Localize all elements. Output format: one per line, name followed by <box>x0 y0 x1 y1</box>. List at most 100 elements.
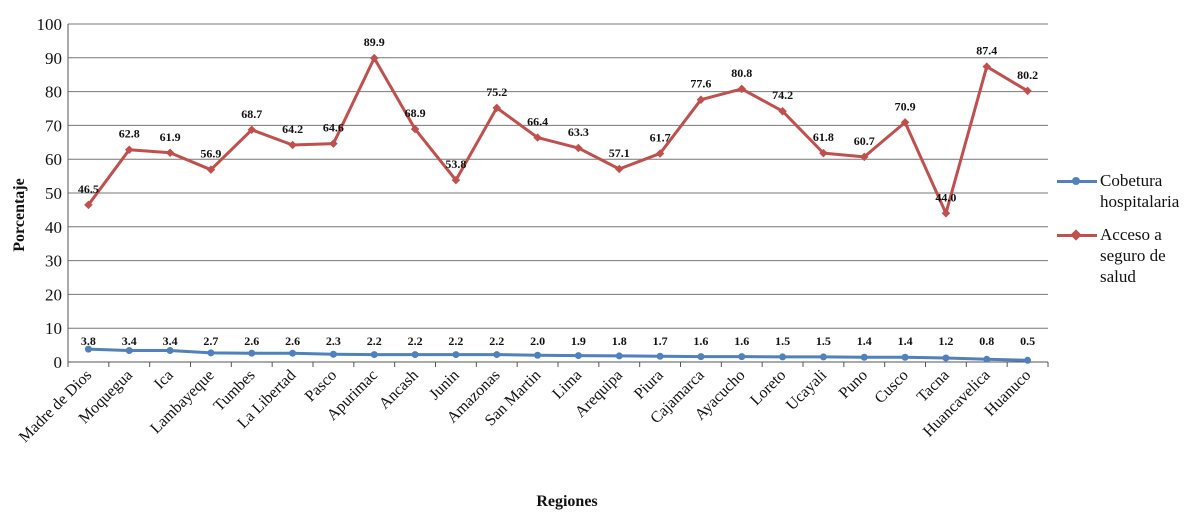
data-label: 1.6 <box>693 334 708 348</box>
data-point <box>738 353 746 361</box>
data-labels: 3.8 3.4 3.4 2.7 2.6 2.6 2.3 2.2 2.2 2.2 2.2 2.0 1.9 1… <box>78 35 1038 348</box>
data-point <box>656 352 664 360</box>
data-label: 60.7 <box>854 134 875 148</box>
data-label: 68.7 <box>241 107 262 121</box>
data-point <box>697 353 705 361</box>
data-label: 2.6 <box>285 334 300 348</box>
data-point <box>84 200 93 210</box>
data-point <box>410 124 420 134</box>
data-label: 80.2 <box>1017 68 1038 82</box>
data-label: 1.7 <box>653 334 668 348</box>
data-point <box>248 349 256 357</box>
x-axis-label: Regiones <box>536 493 597 510</box>
data-point <box>860 353 868 361</box>
x-tick-label: Piura <box>631 367 667 403</box>
data-label: 2.7 <box>203 334 218 348</box>
legend-label-line: seguro de <box>1100 246 1166 265</box>
legend: Cobetura hospitalaria Acceso a seguro de… <box>1055 170 1204 287</box>
data-label: 2.3 <box>326 334 341 348</box>
data-point <box>411 351 419 359</box>
data-point <box>207 349 215 357</box>
data-label: 61.8 <box>813 130 834 144</box>
data-label: 1.4 <box>898 334 913 348</box>
data-label: 89.9 <box>364 35 385 49</box>
legend-item-acceso: Acceso a seguro de salud <box>1055 224 1204 287</box>
data-point <box>288 140 297 150</box>
data-label: 1.8 <box>612 334 627 348</box>
legend-label-line: Acceso a <box>1100 225 1162 244</box>
y-tick-label: 70 <box>45 116 62 135</box>
data-label: 3.4 <box>122 334 137 348</box>
data-point <box>779 353 787 361</box>
legend-label-line: hospitalaria <box>1100 192 1180 211</box>
legend-marker-acceso <box>1070 229 1082 241</box>
data-point <box>370 53 379 63</box>
y-tick-label: 20 <box>45 285 62 304</box>
data-label: 56.9 <box>200 147 221 161</box>
data-label: 75.2 <box>486 85 507 99</box>
y-tick-label: 50 <box>45 184 62 203</box>
data-label: 3.4 <box>163 334 178 348</box>
x-tick-label: Cusco <box>872 367 912 407</box>
data-label: 77.6 <box>690 77 711 91</box>
data-label: 66.4 <box>527 115 548 129</box>
data-label: 1.2 <box>938 334 953 348</box>
data-label: 0.5 <box>1020 334 1035 348</box>
y-tick-label: 0 <box>54 353 63 372</box>
data-label: 64.2 <box>282 122 303 136</box>
x-tick-label: Ucayali <box>783 366 831 414</box>
data-label: 2.2 <box>489 334 504 348</box>
data-point <box>370 351 378 359</box>
data-point <box>819 353 827 361</box>
data-point <box>206 165 216 174</box>
x-tick-label: Puno <box>836 367 871 402</box>
x-tick-label: Pasco <box>302 367 340 405</box>
data-label: 53.8 <box>445 157 466 171</box>
data-label: 62.8 <box>119 127 140 141</box>
data-label: 61.9 <box>160 130 181 144</box>
data-point <box>452 351 460 359</box>
series-lines <box>84 53 1032 364</box>
data-label: 1.5 <box>775 334 790 348</box>
data-label: 46.5 <box>78 182 99 196</box>
gridlines <box>68 23 1048 363</box>
data-point <box>1024 356 1032 364</box>
data-point <box>615 352 623 360</box>
legend-label-line: salud <box>1100 267 1136 286</box>
data-label: 44.0 <box>935 190 956 204</box>
data-point <box>329 139 338 148</box>
data-label: 1.4 <box>857 334 872 348</box>
y-tick-label: 30 <box>45 252 62 271</box>
data-label: 61.7 <box>650 130 671 144</box>
y-tick-label: 40 <box>45 218 62 237</box>
data-point <box>247 125 256 135</box>
data-label: 57.1 <box>609 146 630 160</box>
data-point <box>289 349 297 357</box>
data-point <box>125 347 133 355</box>
y-tick-label: 90 <box>45 49 62 68</box>
y-tick-label: 80 <box>45 83 62 102</box>
data-point <box>451 175 461 185</box>
data-label: 2.2 <box>367 334 382 348</box>
data-point <box>493 351 501 359</box>
data-label: 87.4 <box>976 44 997 58</box>
data-label: 2.0 <box>530 334 545 348</box>
y-tick-label: 60 <box>45 150 62 169</box>
data-point <box>125 145 134 154</box>
data-point <box>165 148 175 158</box>
data-label: 1.5 <box>816 334 831 348</box>
series-line <box>87 56 1029 215</box>
data-point <box>574 352 582 360</box>
y-tick-label: 100 <box>37 15 63 34</box>
x-tick-label: Ica <box>151 367 177 393</box>
data-point <box>983 355 991 363</box>
data-point <box>84 345 92 353</box>
data-label: 68.9 <box>405 106 426 120</box>
data-label: 70.9 <box>895 99 916 113</box>
y-tick-label: 10 <box>45 319 62 338</box>
y-axis-label: Porcentaje <box>11 178 28 251</box>
data-point <box>492 103 501 113</box>
